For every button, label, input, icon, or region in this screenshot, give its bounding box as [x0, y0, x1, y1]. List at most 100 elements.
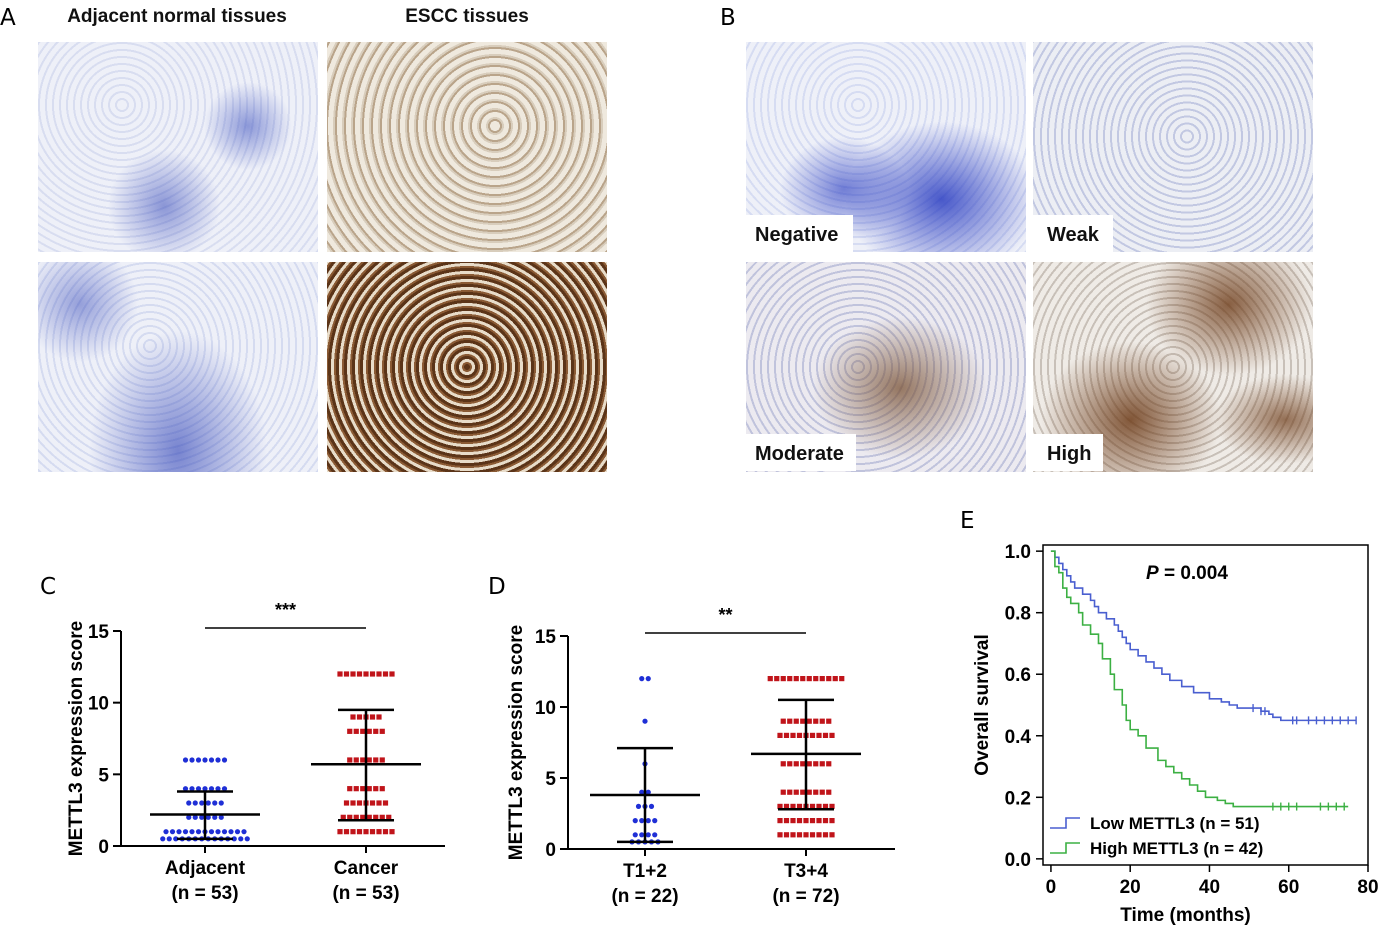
- data-point: [366, 728, 372, 734]
- data-point: [195, 786, 202, 792]
- data-point: [356, 671, 363, 677]
- data-point: [163, 829, 169, 835]
- data-point: [777, 732, 783, 738]
- data-point: [182, 786, 189, 792]
- data-point: [816, 818, 822, 824]
- data-point: [793, 676, 799, 682]
- y-tick-label: 0.0: [1005, 850, 1031, 871]
- data-point: [221, 757, 228, 763]
- legend-swatch: [1050, 817, 1080, 829]
- data-point: [366, 814, 372, 820]
- data-point: [809, 832, 816, 838]
- data-point: [369, 671, 376, 677]
- label-box-moderate: [746, 434, 856, 471]
- data-point: [212, 800, 218, 806]
- plot-frame: [1042, 544, 1369, 866]
- y-tick-label: 5: [545, 769, 556, 790]
- y-axis-label: METTL3 expression score: [506, 625, 527, 860]
- data-point: [639, 818, 645, 824]
- data-point: [379, 814, 385, 820]
- data-point: [356, 800, 363, 806]
- data-point: [639, 789, 645, 795]
- data-point: [360, 814, 366, 820]
- data-point: [632, 818, 638, 824]
- data-point: [793, 761, 799, 767]
- data-point: [343, 800, 350, 806]
- data-point: [176, 829, 182, 835]
- data-point: [189, 786, 195, 792]
- data-point: [813, 718, 819, 724]
- data-point: [221, 786, 228, 792]
- data-point: [215, 757, 221, 763]
- micrograph-escc-2: [327, 262, 607, 472]
- label-box-high: [1033, 434, 1103, 471]
- data-point: [819, 676, 825, 682]
- data-point: [822, 818, 829, 824]
- data-point: [369, 800, 376, 806]
- data-point: [826, 789, 832, 795]
- data-point: [826, 761, 832, 767]
- x-axis-label: Time (months): [1120, 905, 1251, 926]
- data-point: [353, 786, 359, 792]
- data-point: [199, 800, 205, 806]
- data-point: [376, 671, 382, 677]
- data-point: [803, 832, 809, 838]
- data-point: [369, 714, 376, 720]
- data-point: [186, 800, 192, 806]
- data-point: [787, 789, 793, 795]
- data-point: [816, 803, 822, 809]
- chart-d-scatter: 0 5 10 15 METTL3 expression score T1+2 (n = 22…: [506, 605, 895, 907]
- data-point: [353, 757, 359, 763]
- data-point: [793, 718, 799, 724]
- data-point: [244, 836, 250, 842]
- data-point: [182, 757, 189, 763]
- data-point: [780, 718, 786, 724]
- data-point: [215, 786, 221, 792]
- data-point: [373, 757, 379, 763]
- data-point: [780, 676, 786, 682]
- legend-label: Low METTL3 (n = 51): [1090, 814, 1260, 833]
- data-point: [829, 818, 835, 824]
- data-point: [379, 786, 385, 792]
- data-point: [806, 789, 812, 795]
- y-tick-label: 5: [98, 765, 109, 786]
- data-point: [800, 718, 806, 724]
- data-point: [195, 757, 202, 763]
- data-point: [376, 829, 382, 835]
- data-point: [793, 789, 799, 795]
- micrograph-moderate: [746, 262, 1026, 472]
- data-point: [356, 714, 363, 720]
- data-point: [777, 803, 783, 809]
- data-point: [373, 814, 379, 820]
- y-axis-label: METTL3 expression score: [66, 621, 87, 856]
- data-point: [829, 832, 835, 838]
- data-point: [360, 786, 366, 792]
- data-point: [353, 728, 359, 734]
- panel-letter-a: A: [0, 5, 16, 31]
- data-point: [347, 757, 353, 763]
- data-point: [800, 676, 806, 682]
- data-point: [208, 829, 215, 835]
- data-point: [806, 761, 812, 767]
- survival-curve: [1050, 550, 1357, 722]
- data-point: [199, 814, 205, 820]
- panel-letter-b: B: [720, 5, 736, 31]
- data-point: [382, 829, 389, 835]
- data-point: [645, 789, 651, 795]
- data-point: [809, 732, 816, 738]
- data-point: [652, 818, 658, 824]
- p-value: = 0.004: [1159, 563, 1229, 584]
- label-moderate: Moderate: [755, 443, 844, 465]
- x-tick-label: 80: [1357, 877, 1378, 898]
- data-point: [189, 829, 195, 835]
- x-tick-label: (n = 53): [332, 883, 399, 904]
- data-point: [360, 728, 366, 734]
- data-point: [215, 829, 221, 835]
- data-point: [813, 676, 819, 682]
- data-point: [231, 836, 237, 842]
- data-point: [218, 800, 224, 806]
- data-point: [777, 832, 783, 838]
- data-point: [376, 714, 382, 720]
- data-point: [205, 814, 211, 820]
- data-point: [819, 789, 825, 795]
